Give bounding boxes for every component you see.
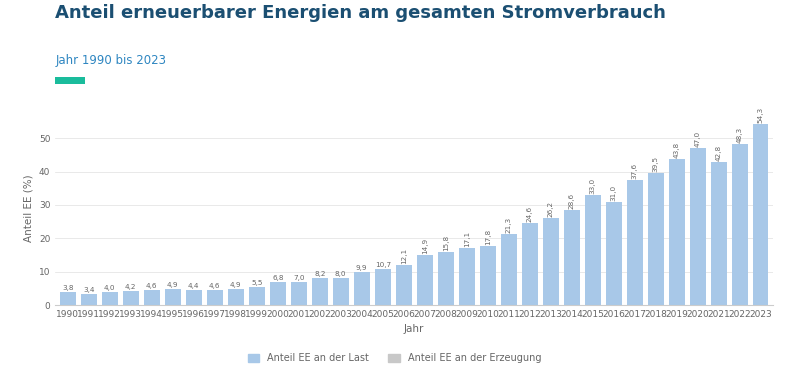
Bar bbox=[480, 246, 495, 305]
Text: Jahr 1990 bis 2023: Jahr 1990 bis 2023 bbox=[55, 54, 166, 67]
Bar bbox=[417, 255, 432, 305]
Text: 4,6: 4,6 bbox=[209, 283, 221, 289]
Bar bbox=[123, 291, 139, 305]
Bar bbox=[291, 282, 307, 305]
Bar bbox=[690, 148, 705, 305]
Bar bbox=[312, 278, 327, 305]
X-axis label: Jahr: Jahr bbox=[404, 324, 424, 334]
Bar bbox=[543, 218, 559, 305]
Text: 28,6: 28,6 bbox=[569, 193, 574, 209]
Bar bbox=[711, 162, 727, 305]
Text: 14,9: 14,9 bbox=[422, 238, 428, 254]
Bar bbox=[375, 269, 391, 305]
Text: 17,1: 17,1 bbox=[464, 231, 469, 247]
Bar bbox=[249, 287, 264, 305]
Text: 3,4: 3,4 bbox=[83, 287, 95, 293]
Text: 6,8: 6,8 bbox=[272, 275, 283, 281]
Text: 9,9: 9,9 bbox=[356, 265, 368, 271]
Bar bbox=[753, 124, 768, 305]
Text: 54,3: 54,3 bbox=[757, 107, 764, 123]
Text: 4,9: 4,9 bbox=[167, 282, 178, 288]
Text: 4,2: 4,2 bbox=[125, 284, 136, 290]
Text: 24,6: 24,6 bbox=[527, 206, 533, 222]
Text: 8,0: 8,0 bbox=[335, 271, 346, 278]
Text: 42,8: 42,8 bbox=[716, 145, 722, 161]
Text: 48,3: 48,3 bbox=[737, 127, 742, 143]
Legend: Anteil EE an der Last, Anteil EE an der Erzeugung: Anteil EE an der Last, Anteil EE an der … bbox=[244, 349, 545, 367]
Bar bbox=[186, 291, 202, 305]
Bar bbox=[81, 294, 97, 305]
Text: 26,2: 26,2 bbox=[548, 201, 554, 217]
Bar bbox=[333, 278, 349, 305]
Text: Anteil erneuerbarer Energien am gesamten Stromverbrauch: Anteil erneuerbarer Energien am gesamten… bbox=[55, 4, 666, 22]
Text: 37,6: 37,6 bbox=[632, 163, 638, 179]
Bar bbox=[144, 290, 159, 305]
Y-axis label: Anteil EE (%): Anteil EE (%) bbox=[24, 174, 33, 242]
Text: 4,9: 4,9 bbox=[230, 282, 241, 288]
Text: 8,2: 8,2 bbox=[314, 271, 326, 277]
Text: 15,8: 15,8 bbox=[443, 235, 449, 251]
Text: 10,7: 10,7 bbox=[375, 262, 391, 268]
Text: 33,0: 33,0 bbox=[589, 178, 596, 194]
Bar bbox=[606, 202, 622, 305]
Bar bbox=[501, 234, 517, 305]
Bar bbox=[459, 248, 474, 305]
Bar bbox=[354, 272, 369, 305]
Text: 12,1: 12,1 bbox=[401, 247, 406, 264]
Bar bbox=[731, 144, 747, 305]
Text: 7,0: 7,0 bbox=[293, 275, 305, 281]
Bar bbox=[396, 265, 412, 305]
Text: 31,0: 31,0 bbox=[611, 185, 617, 201]
Text: 5,5: 5,5 bbox=[251, 280, 263, 286]
Text: 4,4: 4,4 bbox=[188, 283, 200, 289]
Bar bbox=[207, 290, 222, 305]
Bar bbox=[564, 210, 580, 305]
Text: 47,0: 47,0 bbox=[694, 131, 701, 147]
Bar bbox=[648, 173, 664, 305]
Text: 17,8: 17,8 bbox=[484, 228, 491, 245]
Text: 43,8: 43,8 bbox=[674, 142, 679, 158]
Bar bbox=[270, 282, 286, 305]
Bar bbox=[438, 252, 454, 305]
Text: 3,8: 3,8 bbox=[62, 285, 73, 291]
Bar bbox=[102, 292, 118, 305]
Text: 4,6: 4,6 bbox=[146, 283, 158, 289]
Bar bbox=[585, 195, 600, 305]
Bar bbox=[522, 223, 537, 305]
Text: 39,5: 39,5 bbox=[653, 156, 659, 172]
Bar bbox=[60, 292, 76, 305]
Text: 4,0: 4,0 bbox=[104, 285, 115, 291]
Bar bbox=[626, 180, 642, 305]
Text: 21,3: 21,3 bbox=[506, 217, 512, 233]
Bar bbox=[228, 289, 244, 305]
Bar bbox=[669, 159, 685, 305]
Bar bbox=[165, 289, 181, 305]
